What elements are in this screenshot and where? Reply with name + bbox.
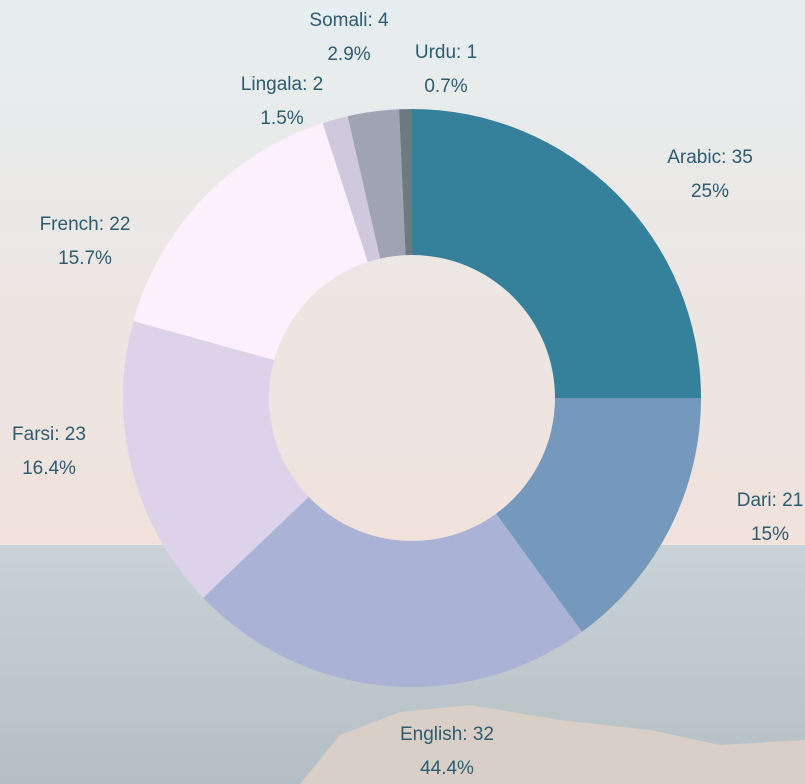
slice-percent: 0.7% xyxy=(424,76,467,97)
donut xyxy=(122,109,701,688)
slice xyxy=(322,116,381,262)
slice xyxy=(203,496,582,688)
slice xyxy=(133,123,368,360)
slice xyxy=(412,109,701,398)
slice-percent: 44.4% xyxy=(420,758,474,779)
slice-percent: 15% xyxy=(751,524,789,545)
slice-label: French: 22 xyxy=(40,214,131,235)
slice-label: Farsi: 23 xyxy=(12,424,86,445)
slice-percent: 15.7% xyxy=(58,248,112,269)
slice xyxy=(347,109,406,259)
slice xyxy=(399,109,412,256)
slice-percent: 2.9% xyxy=(327,44,370,65)
slice-percent: 25% xyxy=(691,181,729,202)
slice-percent: 16.4% xyxy=(22,458,76,479)
slice-percent: 1.5% xyxy=(260,108,303,129)
slice-label: Lingala: 2 xyxy=(241,74,323,95)
slice-label: English: 32 xyxy=(400,724,494,745)
slice-label: Dari: 21 xyxy=(737,490,804,511)
slice xyxy=(496,398,701,632)
slice-label: Urdu: 1 xyxy=(415,42,477,63)
slice-label: Somali: 4 xyxy=(309,10,389,31)
slice xyxy=(122,321,309,598)
labels: Arabic: 35 25% Dari: 21 15% English: 32 44.4%… xyxy=(12,10,803,779)
background-rocks xyxy=(300,705,805,784)
slice-label: Arabic: 35 xyxy=(667,147,753,168)
